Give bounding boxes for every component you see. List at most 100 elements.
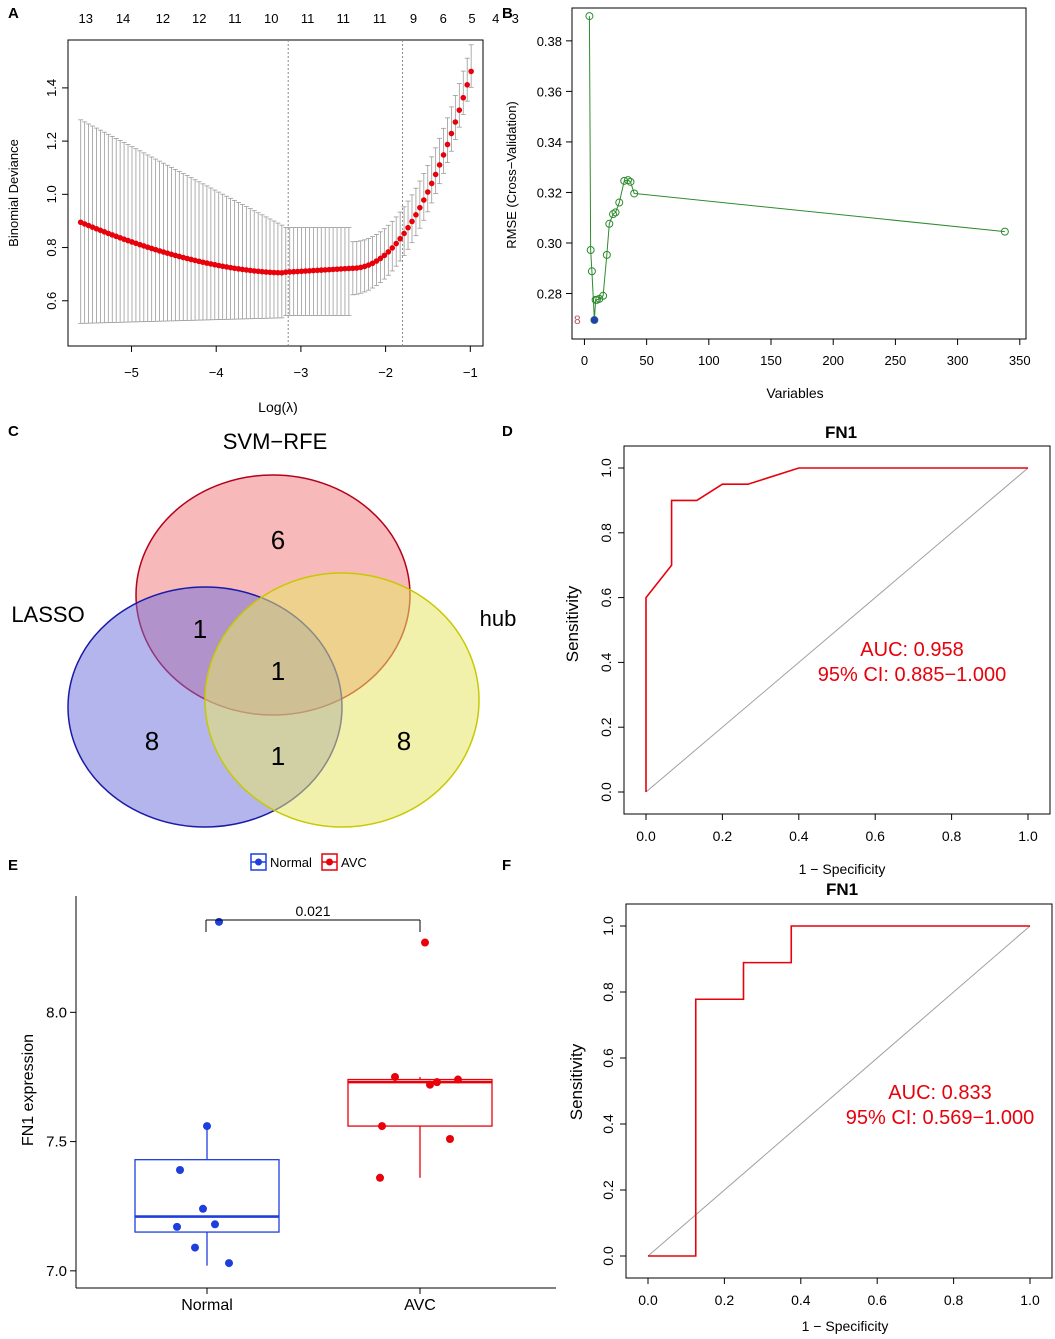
panel-letter-b: B — [502, 5, 513, 22]
y-axis-label-a: Binomial Deviance — [6, 139, 21, 247]
top-axis-label-a: 11 — [373, 11, 387, 26]
auc-label-d: AUC: 0.958 — [860, 639, 963, 661]
data-point-normal — [225, 1259, 233, 1268]
y-tick-label-e: 8.0 — [46, 1004, 67, 1021]
top-axis-label-a: 12 — [192, 11, 206, 26]
roc-curve-d — [645, 467, 1028, 792]
top-axis-label-a: 10 — [264, 11, 278, 26]
panel-a: A −5 −4 −3 −2 −1 0.6 0.8 1.0 1.2 1.4 13 14 12 12 11 1… — [6, 5, 519, 415]
y-tick-label-a: 0.6 — [44, 292, 59, 310]
y-axis-label-b: RMSE (Cross−Validation) — [504, 101, 519, 249]
deviance-point-a — [444, 141, 451, 148]
data-point-avc — [421, 938, 429, 947]
legend-label-avc: AVC — [341, 855, 367, 870]
data-point-normal — [191, 1243, 199, 1252]
panel-letter-c: C — [8, 423, 19, 440]
top-axis-label-a: 13 — [79, 11, 93, 26]
x-tick-label-d: 0.8 — [942, 828, 962, 844]
top-axis-label-a: 5 — [468, 11, 475, 26]
deviance-point-a — [267, 269, 273, 276]
deviance-point-a — [401, 230, 407, 237]
y-tick-label-a: 1.2 — [44, 132, 59, 150]
venn-set-hub — [204, 572, 480, 828]
p-value-label: 0.021 — [295, 903, 330, 919]
deviance-point-a — [456, 107, 463, 113]
deviance-point-a — [385, 249, 392, 255]
deviance-point-a — [397, 235, 403, 242]
x-tick-label-f: 0.8 — [944, 1292, 964, 1308]
rmse-point-b — [611, 208, 620, 217]
top-axis-label-a: 11 — [301, 11, 315, 26]
y-tick-label-b: 0.32 — [537, 185, 562, 200]
deviance-point-a — [436, 162, 443, 168]
deviance-point-a — [417, 204, 423, 211]
rmse-point-b — [605, 219, 614, 228]
y-axis-label-f: Sensitivity — [567, 1043, 586, 1120]
y-tick-label-b: 0.28 — [537, 287, 562, 302]
panel-letter-f: F — [502, 857, 511, 874]
deviance-point-a — [389, 245, 396, 251]
top-axis-label-a: 9 — [410, 11, 417, 26]
box-avc — [347, 1078, 493, 1127]
data-point-avc — [391, 1072, 399, 1081]
deviance-point-a — [424, 189, 431, 195]
deviance-point-a — [275, 269, 281, 276]
x-axis-label-b: Variables — [766, 385, 823, 401]
x-tick-label-f: 0.2 — [715, 1292, 735, 1308]
deviance-point-a — [428, 180, 435, 187]
rmse-point-b — [599, 291, 608, 300]
x-tick-label-d: 0.6 — [865, 828, 885, 844]
deviance-point-a — [432, 171, 439, 178]
y-tick-label-b: 0.36 — [537, 84, 562, 99]
y-tick-label-a: 0.8 — [44, 239, 59, 257]
rmse-point-b — [630, 189, 639, 198]
deviance-point-a — [464, 82, 470, 88]
data-point-avc — [446, 1134, 454, 1143]
deviance-point-a — [448, 130, 455, 137]
panel-letter-d: D — [502, 423, 513, 440]
top-axis-label-a: 12 — [156, 11, 170, 26]
ci-label-f: 95% CI: 0.569−1.000 — [846, 1107, 1034, 1129]
plot-frame-f — [625, 903, 1053, 1279]
x-axis-label-d: 1 − Specificity — [799, 861, 886, 877]
venn-count-lasso-hub: 1 — [271, 741, 285, 771]
panel-f: F FN1 0.0 0.2 0.4 0.6 0.8 1.0 0.0 0.2 0.4 0.6 0.8 1… — [502, 857, 1053, 1334]
top-axis-label-a: 4 — [492, 11, 499, 26]
data-point-normal — [199, 1204, 207, 1213]
venn-count-all-three: 1 — [271, 656, 285, 686]
panel-letter-e: E — [8, 857, 18, 874]
rmse-point-b — [623, 176, 632, 185]
deviance-point-a — [452, 119, 459, 125]
deviance-point-a — [393, 240, 400, 247]
venn-label-lasso: LASSO — [11, 602, 84, 627]
x-axis-label-f: 1 − Specificity — [802, 1318, 889, 1334]
y-tick-label-d: 0.6 — [598, 588, 614, 608]
data-point-avc — [378, 1122, 386, 1131]
rmse-line-b — [588, 16, 1005, 321]
y-tick-label-e: 7.0 — [46, 1263, 67, 1280]
y-tick-label-d: 0.2 — [598, 717, 614, 737]
panel-d: D FN1 0.0 0.2 0.4 0.6 0.8 1.0 0.0 0.2 0.4 0.6 0.8 1… — [502, 423, 1051, 877]
x-tick-label-f: 0.0 — [638, 1292, 658, 1308]
x-tick-label-b: 0 — [581, 353, 588, 368]
roc-curve-f — [648, 925, 1030, 1257]
legend-swatch-normal-dot — [255, 858, 262, 866]
y-tick-label-f: 0.4 — [600, 1114, 616, 1134]
data-point-avc — [433, 1078, 441, 1087]
data-point-normal — [215, 917, 223, 926]
x-tick-label-d: 0.4 — [789, 828, 809, 844]
x-tick-label-f: 1.0 — [1020, 1292, 1040, 1308]
best-point-b — [590, 316, 598, 324]
venn-count-lasso-svm: 1 — [193, 614, 207, 644]
legend-swatch-avc-box — [321, 853, 338, 871]
rmse-point-b — [620, 176, 629, 185]
x-tick-label-b: 200 — [822, 353, 844, 368]
x-tick-label-avc: AVC — [404, 1297, 436, 1314]
rmse-point-b — [602, 250, 611, 259]
y-tick-label-d: 0.4 — [598, 652, 614, 672]
plot-frame-a — [67, 39, 484, 347]
legend-label-normal: Normal — [270, 855, 312, 870]
rmse-point-b — [585, 12, 594, 21]
